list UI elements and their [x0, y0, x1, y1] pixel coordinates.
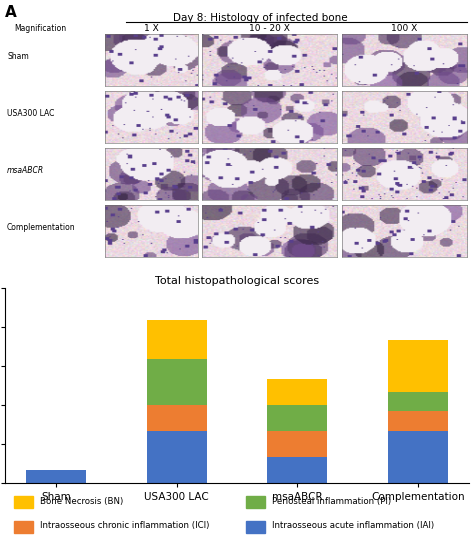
Text: Periosteal inflammation (PI): Periosteal inflammation (PI) — [272, 496, 391, 506]
Text: Intraosseous acute inflammation (IAI): Intraosseous acute inflammation (IAI) — [272, 521, 434, 530]
Bar — [246, 521, 265, 533]
Text: 10 - 20 X: 10 - 20 X — [249, 24, 290, 33]
Bar — [26, 470, 86, 483]
Text: Day 8: Histology of infected bone: Day 8: Histology of infected bone — [173, 13, 347, 23]
Title: Total histopathological scores: Total histopathological scores — [155, 276, 319, 286]
Bar — [388, 431, 448, 483]
Text: 100 X: 100 X — [391, 24, 417, 33]
Bar — [246, 496, 265, 508]
Bar — [146, 405, 207, 431]
Bar — [267, 405, 328, 431]
Text: Magnification: Magnification — [14, 24, 66, 33]
Bar — [267, 431, 328, 457]
Bar — [267, 457, 328, 483]
Text: A: A — [5, 5, 17, 21]
Bar — [388, 412, 448, 431]
Text: Complementation: Complementation — [7, 223, 76, 232]
Text: USA300 LAC: USA300 LAC — [7, 109, 55, 118]
Bar — [14, 521, 33, 533]
Bar — [14, 496, 33, 508]
Text: 1 X: 1 X — [144, 24, 158, 33]
Bar — [388, 340, 448, 392]
Text: Bone Necrosis (BN): Bone Necrosis (BN) — [39, 496, 123, 506]
Bar — [146, 359, 207, 405]
Bar — [267, 379, 328, 405]
Text: Sham: Sham — [7, 52, 29, 61]
Text: msaABCR: msaABCR — [7, 166, 44, 175]
Bar — [146, 431, 207, 483]
Bar — [146, 320, 207, 359]
Text: Intraosseous chronic inflammation (ICI): Intraosseous chronic inflammation (ICI) — [39, 521, 209, 530]
Bar — [388, 392, 448, 412]
